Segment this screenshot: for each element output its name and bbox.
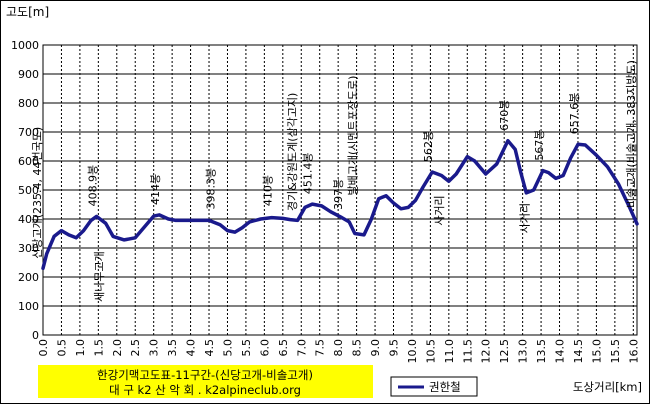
legend-series-name: 권한철 — [429, 380, 461, 394]
x-tick-label: 4.5 — [203, 339, 216, 357]
annotation-label: 신당고개(235.4, 44번국도) — [31, 127, 44, 259]
annotation-label: 414봉 — [149, 174, 162, 205]
y-tick-label: 700 — [18, 126, 39, 139]
x-tick-label: 14.0 — [554, 339, 567, 364]
annotation-label: 410봉 — [262, 175, 275, 206]
y-tick-label: 500 — [18, 184, 39, 197]
title-box — [38, 365, 373, 398]
series-layer — [41, 138, 639, 271]
x-tick-label: 8.5 — [351, 339, 364, 357]
annotation-label: 새나무고개 — [93, 251, 106, 302]
annotation-label: 408.9봉 — [86, 165, 99, 207]
y-tick-label: 100 — [18, 300, 39, 313]
x-tick-label: 6.0 — [258, 339, 271, 357]
y-axis-label: 고도[m] — [6, 5, 49, 19]
x-tick-label: 1.5 — [92, 339, 105, 357]
y-tick-label: 200 — [18, 271, 39, 284]
y-tick-label: 800 — [18, 97, 39, 110]
x-tick-label: 7.0 — [295, 339, 308, 357]
x-tick-label: 5.5 — [240, 339, 253, 357]
annotation-label: 발배고개(시멘트포장도로) — [346, 76, 359, 196]
x-tick-label: 12.5 — [498, 339, 511, 364]
x-tick-label: 10.0 — [406, 339, 419, 364]
y-tick-label: 400 — [18, 213, 39, 226]
annotation-label: 398.3봉 — [205, 168, 218, 210]
annotation-label: 657.6봉 — [568, 93, 581, 135]
x-tick-label: 3.5 — [166, 339, 179, 357]
annotation-label: 397봉 — [332, 179, 345, 210]
x-tick-label: 5.0 — [221, 339, 234, 357]
y-tick-label: 1000 — [11, 39, 39, 52]
x-tick-label: 6.5 — [277, 339, 290, 357]
series-line-0 — [41, 138, 639, 271]
annotation-label: 사거리 — [518, 203, 531, 233]
chart-title: 한강기맥고도표-11구간-(신당고개-비솔고개) — [97, 368, 313, 382]
x-tick-labels: 0.0 0.5 1.0 1.5 2.0 2.5 3.0 3.5 4.0 4.5 5.0 5.5 6.0 6… — [37, 339, 640, 364]
x-axis-label: 도상거리[km] — [573, 380, 642, 394]
x-tick-label: 8.0 — [332, 339, 345, 357]
annotation-label: 567봉 — [533, 129, 546, 160]
chart-subtitle: 대 구 k2 산 악 회 . k2alpineclub.org — [109, 383, 301, 397]
x-tick-label: 7.5 — [314, 339, 327, 357]
x-tick-label: 13.0 — [517, 339, 530, 364]
x-tick-label: 11.5 — [461, 339, 474, 364]
x-tick-label: 15.5 — [609, 339, 622, 364]
y-tick-label: 600 — [18, 155, 39, 168]
y-tick-labels: 0 100 200 300 400 500 600 700 800 900 1000 — [11, 39, 39, 342]
annotation-label: 451.4봉 — [301, 152, 314, 194]
grid-lines — [43, 45, 637, 335]
x-tick-label: 14.5 — [572, 339, 585, 364]
x-tick-label: 13.5 — [535, 339, 548, 364]
x-tick-label: 3.0 — [148, 339, 161, 357]
x-tick-label: 2.5 — [129, 339, 142, 357]
x-tick-label: 0.5 — [55, 339, 68, 357]
x-tick-label: 16.0 — [627, 339, 640, 364]
x-tick-label: 10.5 — [424, 339, 437, 364]
x-tick-label: 15.0 — [590, 339, 603, 364]
y-tick-label: 0 — [32, 329, 39, 342]
y-tick-label: 900 — [18, 68, 39, 81]
annotation-label: 사거리 — [433, 195, 446, 225]
x-tick-label: 11.0 — [443, 339, 456, 364]
x-tick-label: 4.0 — [185, 339, 198, 357]
x-tick-label: 2.0 — [111, 339, 124, 357]
x-tick-label: 1.0 — [74, 339, 87, 357]
x-tick-label: 12.0 — [480, 339, 493, 364]
annotation-label: 670봉 — [498, 100, 511, 131]
legend-box — [390, 376, 478, 397]
x-tick-label: 0.0 — [37, 339, 50, 357]
annotation-label: 경기&강원도계(삼각고지) — [286, 93, 299, 211]
y-tick-label: 300 — [18, 242, 39, 255]
x-tick-label: 9.5 — [387, 339, 400, 357]
x-tick-label: 9.0 — [369, 339, 382, 357]
annotation-label: 562봉 — [422, 131, 435, 162]
annotation-label: 비솔고개(비솔고개, 383지방도) — [625, 60, 638, 208]
